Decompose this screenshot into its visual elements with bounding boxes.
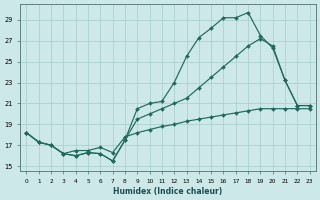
X-axis label: Humidex (Indice chaleur): Humidex (Indice chaleur) [114, 187, 223, 196]
